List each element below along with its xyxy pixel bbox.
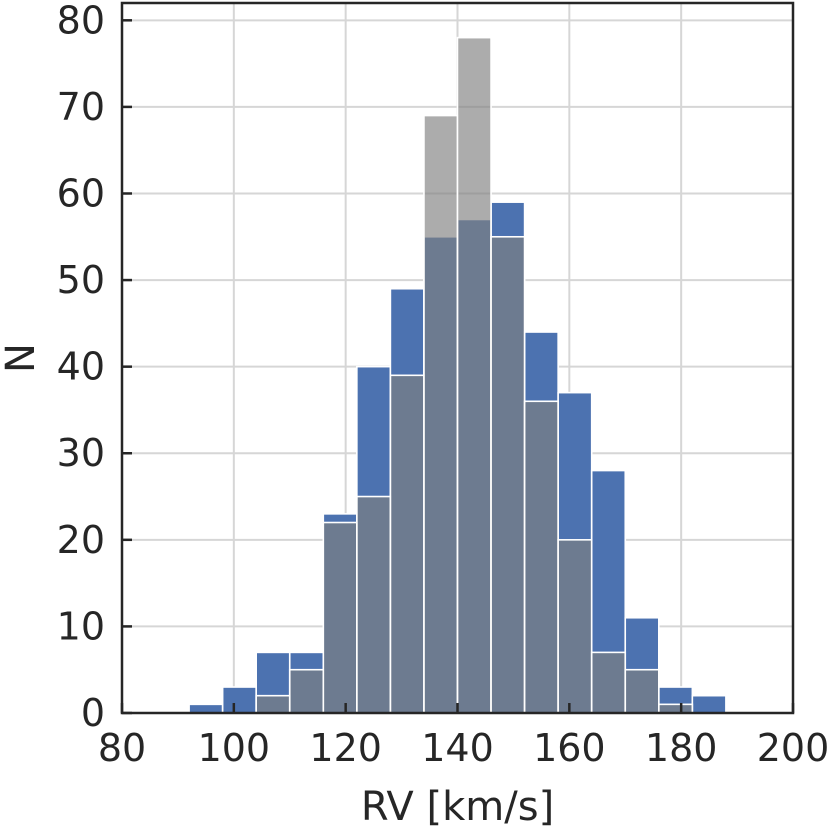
x-tick-label: 160: [533, 726, 606, 770]
histogram-bar-series-2: [255, 694, 291, 714]
histogram-bar-series-1: [188, 703, 224, 714]
x-tick-label: 120: [309, 726, 382, 770]
histogram-bar-series-2: [624, 668, 660, 714]
y-tick-label: 10: [57, 604, 105, 648]
histogram-bar-series-2: [523, 400, 559, 714]
y-axis-label: N: [0, 343, 44, 373]
y-tick-label: 0: [81, 691, 105, 735]
y-tick-label: 80: [57, 0, 105, 42]
x-axis-label: RV [km/s]: [361, 784, 554, 830]
histogram-bar-series-2: [557, 539, 593, 714]
x-tick-label: 80: [98, 726, 146, 770]
histogram-bar-series-1: [221, 686, 257, 714]
histogram-bar-series-2: [423, 114, 459, 714]
y-tick-label: 50: [57, 258, 105, 302]
y-tick-label: 20: [57, 518, 105, 562]
histogram-bar-series-2: [322, 521, 358, 714]
x-tick-label: 140: [421, 726, 494, 770]
histogram-bar-series-2: [288, 668, 325, 714]
axis-ticks: 80 100 120 140 160 180 200 0 10 20 30 40 50 60 70 80: [57, 0, 830, 770]
x-tick-label: 180: [645, 726, 718, 770]
histogram-bar-series-2: [356, 495, 392, 714]
y-tick-label: 30: [57, 431, 105, 475]
histogram-bars: [188, 36, 727, 714]
y-tick-label: 70: [57, 85, 105, 129]
histogram-bar-series-1: [691, 694, 727, 714]
histogram-bar-series-2: [590, 651, 627, 714]
histogram-bar-series-2: [456, 36, 492, 714]
histogram-bar-series-2: [389, 374, 425, 714]
x-tick-label: 100: [198, 726, 271, 770]
y-tick-label: 60: [57, 171, 105, 215]
x-tick-label: 200: [757, 726, 830, 770]
histogram-bar-series-2: [490, 235, 526, 714]
histogram-bar-series-2: [657, 703, 694, 714]
y-tick-label: 40: [57, 345, 105, 389]
